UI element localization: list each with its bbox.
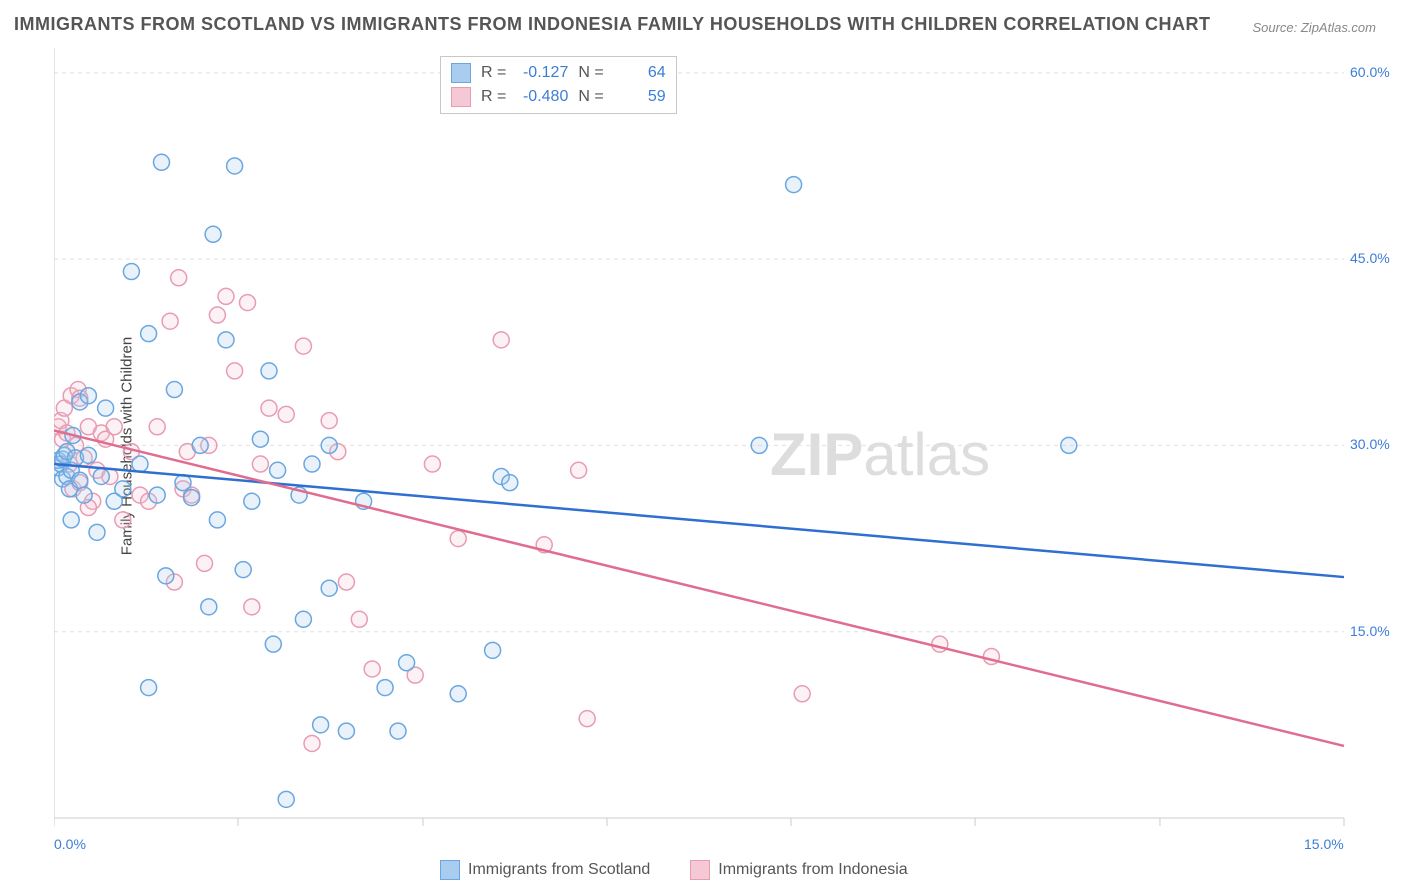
x-tick-label: 0.0% <box>54 836 86 852</box>
scatter-chart <box>54 48 1372 838</box>
legend-swatch-indonesia <box>451 87 471 107</box>
legend-row-scotland: R = -0.127 N = 64 <box>451 61 666 85</box>
chart-container <box>54 48 1372 838</box>
legend-n-value-indonesia: 59 <box>614 88 666 106</box>
legend-item-indonesia: Immigrants from Indonesia <box>690 860 907 880</box>
legend-swatch-scotland <box>440 860 460 880</box>
chart-title: IMMIGRANTS FROM SCOTLAND VS IMMIGRANTS F… <box>14 14 1210 35</box>
legend-n-label: N = <box>578 64 603 82</box>
series-legend: Immigrants from Scotland Immigrants from… <box>440 860 908 880</box>
legend-r-value-scotland: -0.127 <box>516 64 568 82</box>
legend-r-label: R = <box>481 64 506 82</box>
legend-swatch-scotland <box>451 63 471 83</box>
legend-label-scotland: Immigrants from Scotland <box>468 861 650 879</box>
x-tick-label: 15.0% <box>1304 836 1344 852</box>
legend-r-label: R = <box>481 88 506 106</box>
legend-label-indonesia: Immigrants from Indonesia <box>718 861 907 879</box>
source-attribution: Source: ZipAtlas.com <box>1252 20 1376 35</box>
y-tick-label: 15.0% <box>1350 623 1390 639</box>
correlation-legend: R = -0.127 N = 64 R = -0.480 N = 59 <box>440 56 677 114</box>
legend-r-value-indonesia: -0.480 <box>516 88 568 106</box>
source-link[interactable]: ZipAtlas.com <box>1301 20 1376 35</box>
y-tick-label: 30.0% <box>1350 436 1390 452</box>
source-prefix: Source: <box>1252 20 1300 35</box>
y-tick-label: 45.0% <box>1350 250 1390 266</box>
legend-swatch-indonesia <box>690 860 710 880</box>
legend-item-scotland: Immigrants from Scotland <box>440 860 650 880</box>
legend-n-label: N = <box>578 88 603 106</box>
y-tick-label: 60.0% <box>1350 64 1390 80</box>
legend-row-indonesia: R = -0.480 N = 59 <box>451 85 666 109</box>
legend-n-value-scotland: 64 <box>614 64 666 82</box>
